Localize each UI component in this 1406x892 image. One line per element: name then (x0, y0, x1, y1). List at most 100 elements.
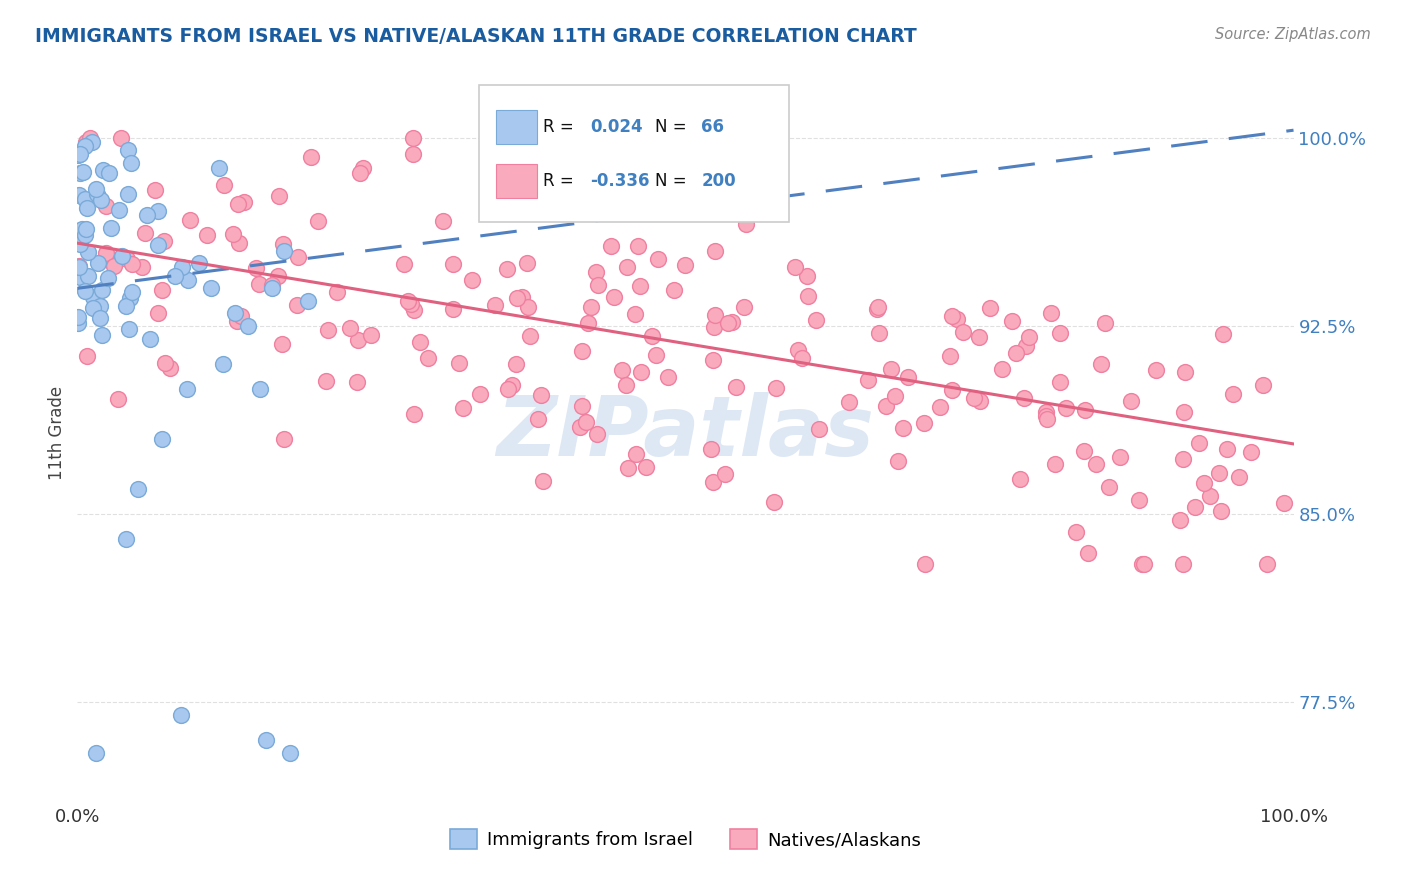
Point (571, 343, 593, 358)
FancyBboxPatch shape (478, 85, 789, 221)
Point (717, 316, 740, 330)
Point (176, 382, 198, 396)
Point (225, 314, 247, 328)
Point (1049, 326, 1071, 341)
Point (271, 336, 294, 351)
Point (946, 312, 969, 326)
Point (115, 533, 138, 547)
Point (884, 389, 907, 403)
Point (624, 307, 647, 321)
Text: -0.336: -0.336 (591, 172, 650, 190)
Point (441, 301, 464, 316)
Point (765, 382, 787, 396)
Point (177, 273, 200, 287)
Point (599, 239, 621, 253)
Point (195, 227, 218, 242)
Point (352, 161, 374, 175)
Point (1208, 466, 1230, 480)
Point (579, 300, 602, 314)
Point (66, 310, 89, 325)
Point (432, 214, 454, 228)
Text: 0.024: 0.024 (591, 118, 643, 136)
Point (1035, 412, 1057, 426)
Point (441, 256, 464, 270)
Point (1077, 546, 1099, 560)
Point (278, 746, 301, 760)
Point (70, 222, 93, 236)
Point (86, 182, 108, 196)
Point (97, 165, 120, 179)
Point (153, 234, 176, 248)
Point (339, 321, 361, 335)
Point (721, 315, 744, 329)
Point (254, 733, 277, 747)
Point (1240, 445, 1263, 459)
Point (360, 327, 382, 342)
Point (578, 316, 600, 330)
Point (301, 149, 323, 163)
Point (724, 380, 747, 394)
Point (131, 260, 153, 275)
Point (271, 236, 294, 251)
Point (506, 291, 529, 305)
Point (626, 239, 648, 253)
Point (1222, 387, 1244, 401)
Point (526, 411, 548, 425)
Point (73, 139, 96, 153)
Point (657, 370, 679, 384)
Point (91, 163, 114, 178)
Point (645, 348, 668, 362)
Point (69, 237, 91, 252)
Point (94, 245, 117, 260)
Point (641, 329, 664, 343)
Point (702, 475, 724, 489)
Text: Source: ZipAtlas.com: Source: ZipAtlas.com (1215, 27, 1371, 42)
Point (97, 251, 120, 265)
FancyBboxPatch shape (496, 110, 537, 144)
Point (700, 442, 723, 456)
Point (121, 257, 143, 271)
Point (1108, 450, 1130, 464)
Point (531, 474, 554, 488)
Point (806, 313, 828, 327)
Point (90, 193, 112, 207)
Point (702, 353, 724, 368)
Point (1049, 375, 1071, 389)
Point (1188, 435, 1211, 450)
Point (585, 427, 607, 442)
Point (82, 301, 104, 315)
Point (87, 190, 110, 204)
Point (69, 166, 91, 180)
Point (866, 302, 889, 317)
Point (222, 227, 245, 241)
Point (1171, 558, 1194, 572)
Point (897, 370, 920, 384)
Point (451, 401, 474, 415)
Y-axis label: 11th Grade: 11th Grade (48, 385, 66, 480)
Point (67, 147, 90, 161)
Point (402, 146, 425, 161)
Point (501, 377, 523, 392)
Point (67, 259, 90, 273)
Point (115, 299, 138, 313)
Point (316, 323, 339, 337)
Point (586, 277, 609, 292)
Point (880, 362, 903, 376)
Point (636, 460, 658, 475)
Point (1018, 329, 1040, 343)
Point (75, 285, 97, 299)
Point (603, 290, 626, 304)
Point (1119, 394, 1142, 409)
Point (297, 293, 319, 308)
Point (90, 283, 112, 297)
Point (787, 343, 810, 357)
Point (519, 329, 541, 343)
Point (409, 334, 432, 349)
Point (963, 391, 986, 405)
Point (287, 250, 309, 264)
Point (969, 394, 991, 409)
Point (807, 422, 830, 436)
Point (346, 376, 368, 390)
Point (914, 558, 936, 572)
Point (991, 362, 1014, 376)
